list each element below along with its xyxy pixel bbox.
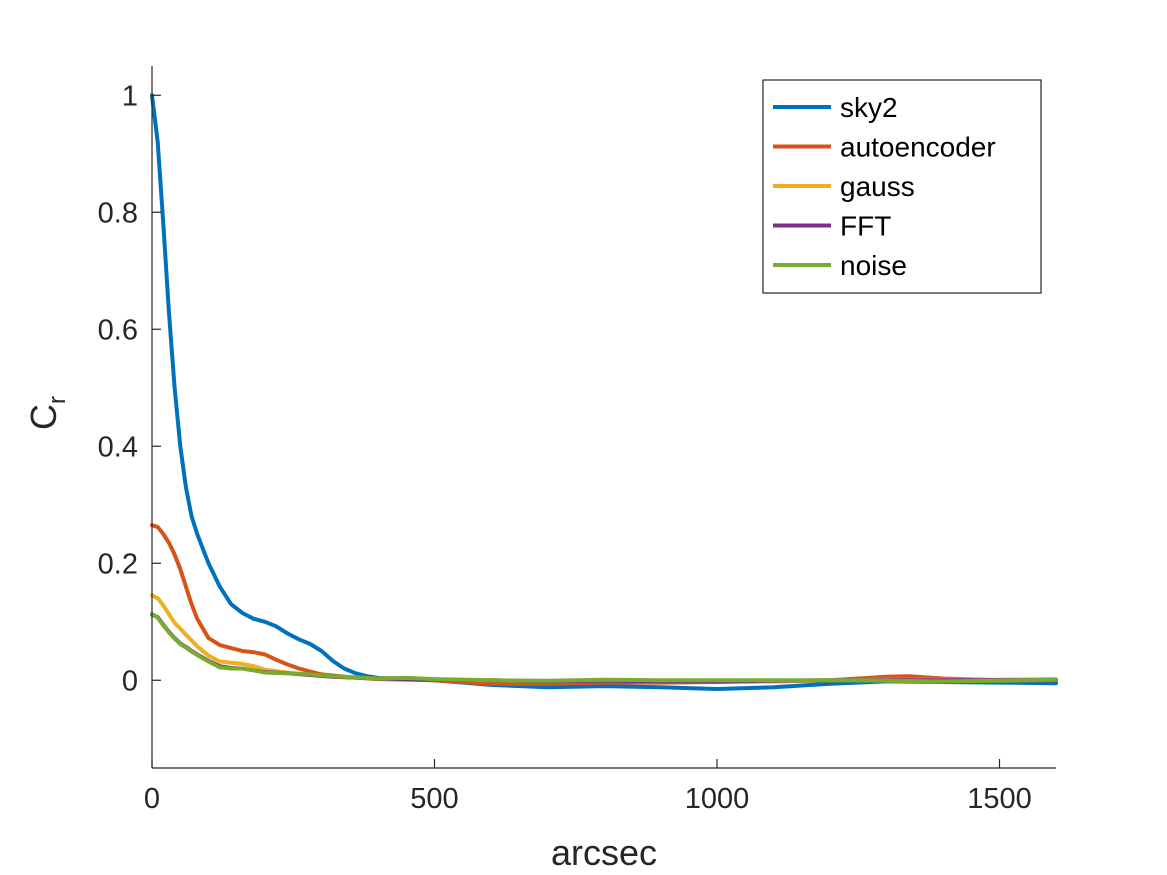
axes: 0 500 1000 1500 0 0.2 0.4 0.6 0.8 1 (98, 66, 1056, 815)
legend-entry-sky2: sky2 (773, 92, 898, 123)
legend-entry-autoencoder: autoencoder (773, 132, 996, 163)
y-ticks: 0 0.2 0.4 0.6 0.8 1 (98, 80, 161, 697)
legend-entry-noise: noise (773, 250, 907, 281)
legend-entry-gauss: gauss (773, 171, 915, 202)
y-axis-label-subscript: r (44, 396, 71, 404)
y-tick-label: 0.6 (98, 314, 138, 346)
x-tick-label: 0 (144, 783, 160, 815)
legend-label: noise (840, 250, 907, 281)
legend: sky2 autoencoder gauss FFT noise (762, 79, 1042, 294)
x-ticks: 0 500 1000 1500 (144, 759, 1032, 815)
series-line-noise (150, 612, 1058, 684)
legend-label: sky2 (840, 92, 898, 123)
y-tick-label: 0 (122, 665, 138, 697)
y-tick-label: 0.8 (98, 197, 138, 229)
x-tick-label: 1000 (685, 783, 750, 815)
y-tick-label: 0.2 (98, 548, 138, 580)
x-tick-label: 500 (410, 783, 458, 815)
legend-label: gauss (840, 171, 915, 202)
x-tick-label: 1500 (967, 783, 1032, 815)
series-line-gauss (150, 593, 1058, 684)
x-axis-label: arcsec (551, 832, 657, 873)
y-tick-label: 0.4 (98, 431, 138, 463)
series-line-autoencoder (150, 523, 1058, 686)
legend-label: FFT (840, 211, 891, 242)
plot-area (150, 93, 1058, 691)
series-line-sky2 (150, 93, 1058, 691)
y-axis-label: Cr (23, 396, 71, 430)
legend-entry-fft: FFT (773, 211, 891, 242)
y-axis-label-main: C (23, 404, 64, 430)
y-tick-label: 1 (122, 80, 138, 112)
legend-label: autoencoder (840, 132, 996, 163)
